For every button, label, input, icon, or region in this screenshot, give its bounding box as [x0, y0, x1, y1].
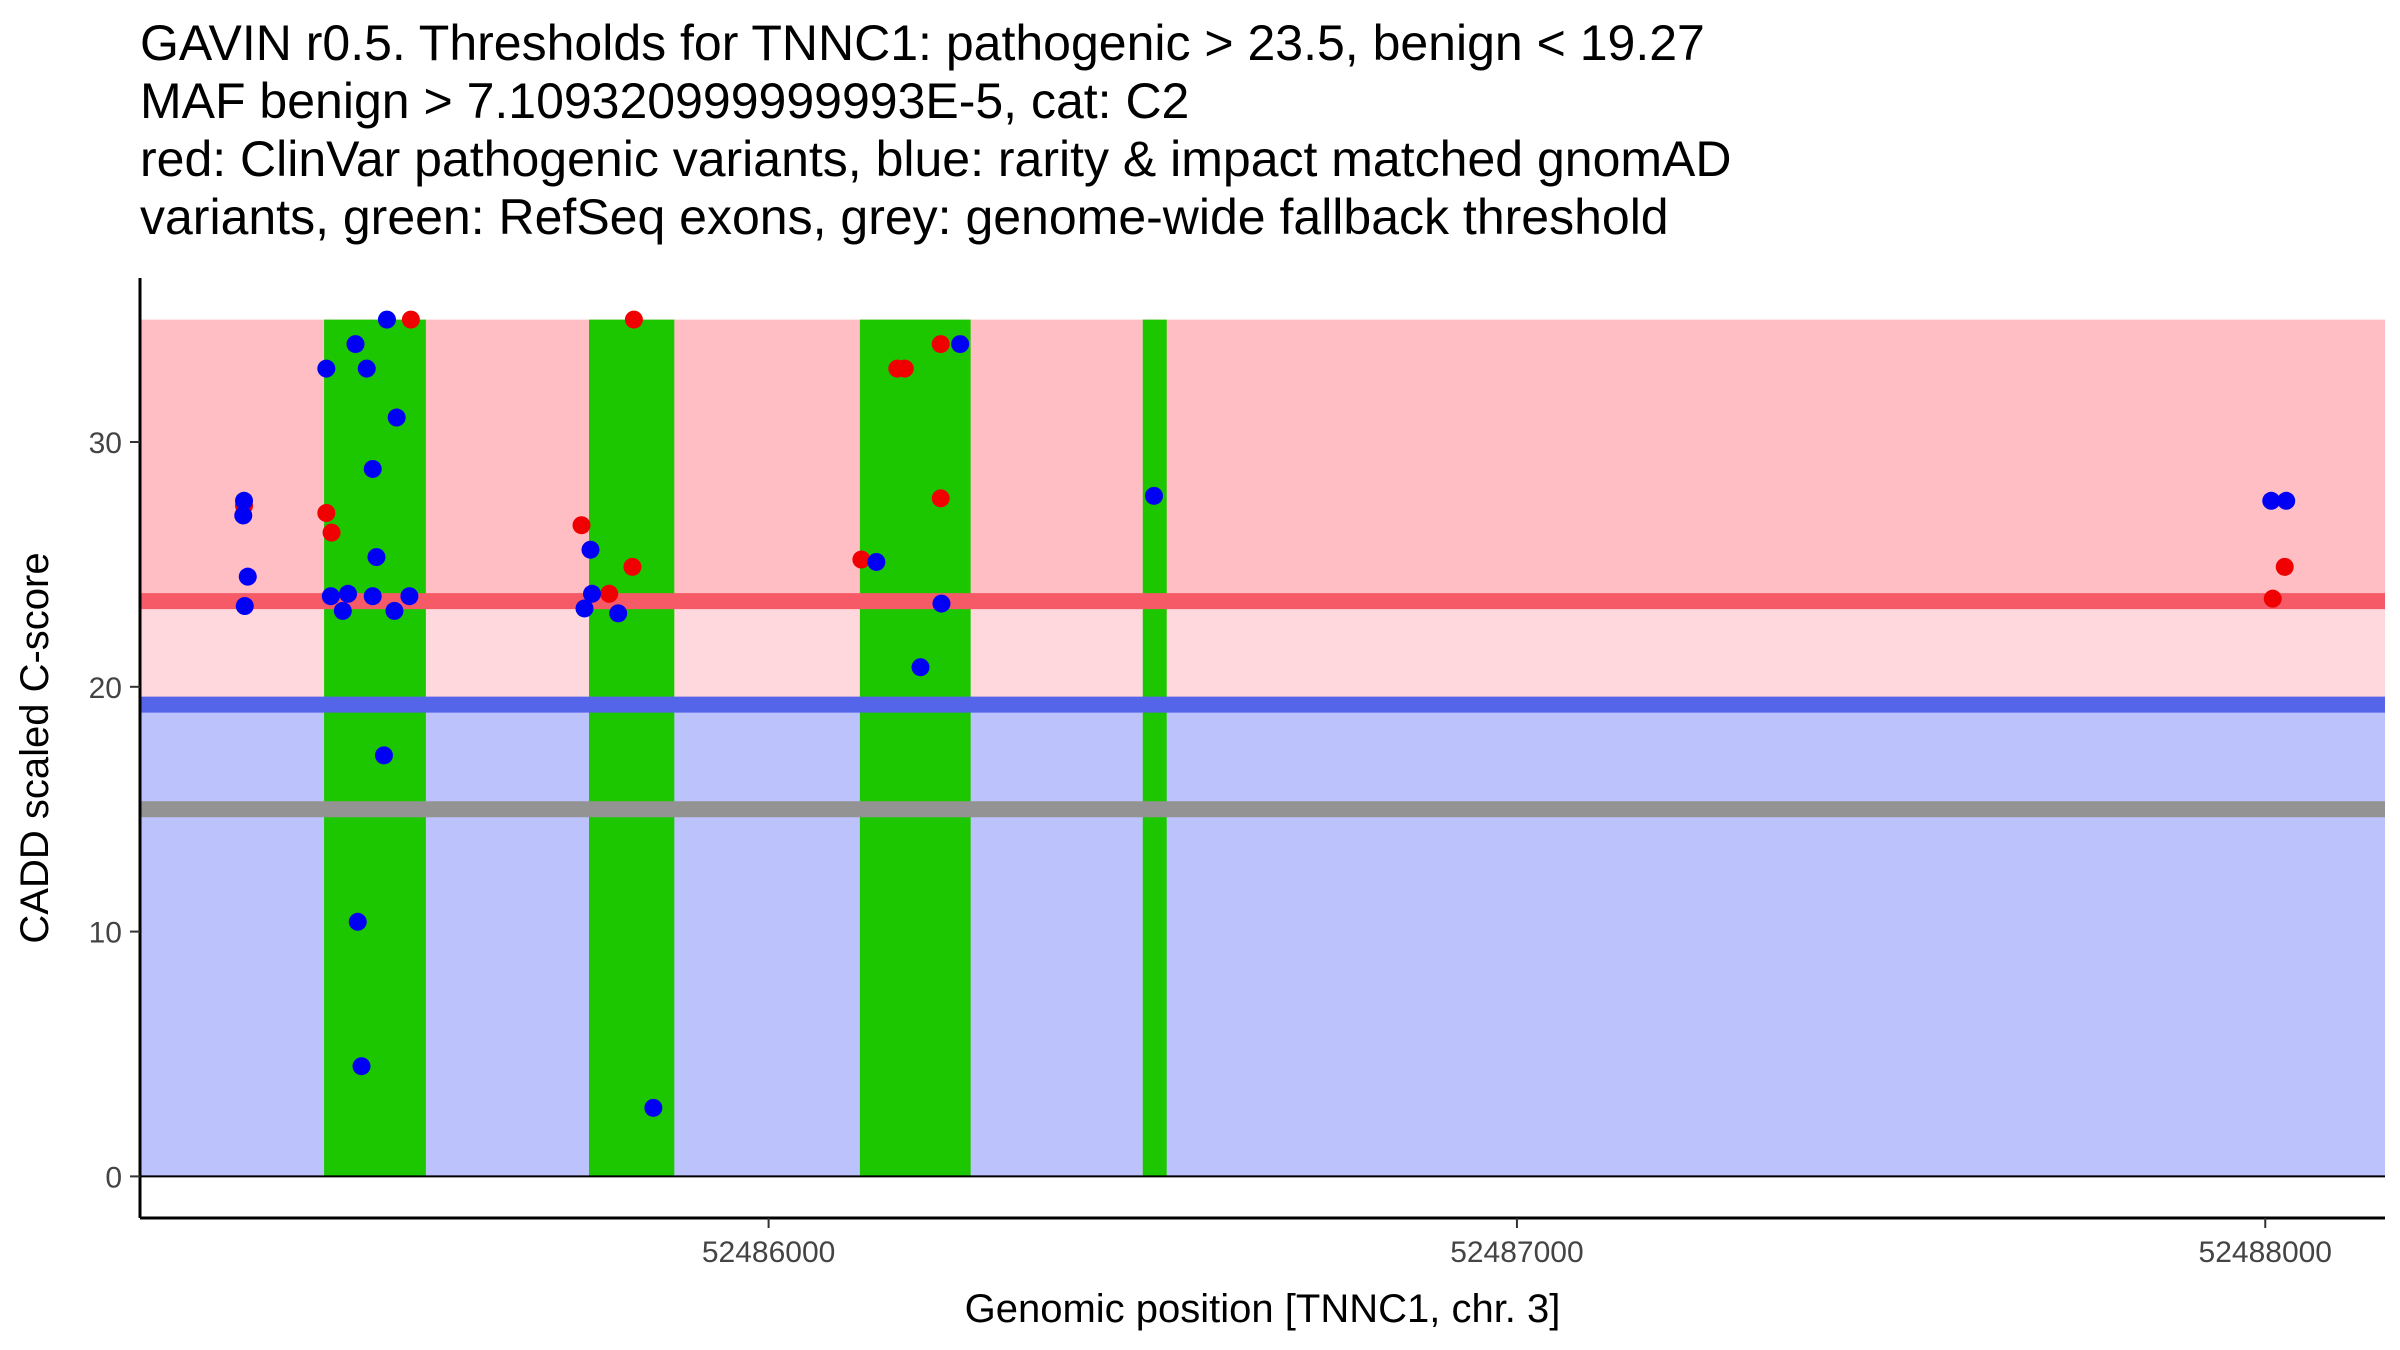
gnomad-point: [911, 658, 930, 677]
y-axis-title: CADD scaled C-score: [13, 552, 57, 943]
gnomad-point: [348, 912, 367, 931]
gnomad-point: [575, 599, 594, 618]
pathogenic-band: [140, 319, 2385, 602]
gnomad-point: [235, 491, 254, 510]
gnomad-point: [321, 587, 340, 606]
gnomad-point: [644, 1098, 663, 1117]
x-tick-label: 52488000: [2199, 1236, 2332, 1269]
threshold-bands: [140, 319, 2385, 1177]
variant-points: [234, 310, 2296, 1117]
clinvar-point: [931, 335, 950, 354]
uncertain-band: [140, 601, 2385, 705]
clinvar-point: [852, 550, 871, 569]
gnomad-point: [374, 746, 393, 765]
gnomad-point: [2277, 491, 2296, 510]
x-axis-title: Genomic position [TNNC1, chr. 3]: [965, 1287, 1561, 1331]
y-tick-label: 30: [89, 427, 122, 460]
clinvar-point: [322, 523, 341, 542]
clinvar-point: [624, 310, 643, 329]
exon-3: [859, 319, 971, 1177]
gnomad-point: [317, 359, 336, 378]
benign-band: [140, 704, 2385, 1177]
exon-4: [1142, 319, 1167, 1177]
gnomad-point: [339, 584, 358, 603]
gnomad-point: [1144, 486, 1163, 505]
y-tick-label: 20: [89, 672, 122, 705]
axes: 0 10 20 30 52486000 52487000 52488000: [89, 278, 2385, 1269]
gnomad-point: [2262, 491, 2281, 510]
title-line-1: GAVIN r0.5. Thresholds for TNNC1: pathog…: [140, 15, 1705, 71]
clinvar-point: [600, 584, 619, 603]
gnomad-point: [333, 601, 352, 620]
gnomad-point: [932, 594, 951, 613]
gnomad-point: [400, 587, 419, 606]
gnomad-point: [238, 567, 257, 586]
clinvar-point: [317, 504, 336, 522]
clinvar-point: [572, 516, 591, 535]
gnomad-point: [581, 540, 600, 559]
gnomad-point: [352, 1057, 371, 1076]
clinvar-point: [623, 557, 642, 576]
title-line-3: red: ClinVar pathogenic variants, blue: …: [140, 131, 1732, 187]
gnomad-point: [363, 459, 382, 478]
gnomad-point: [235, 597, 254, 616]
threshold-lines: [140, 593, 2385, 818]
chart-title: GAVIN r0.5. Thresholds for TNNC1: pathog…: [140, 14, 2380, 246]
y-tick-label: 10: [89, 917, 122, 950]
x-tick-label: 52486000: [702, 1236, 835, 1269]
clinvar-point: [931, 489, 950, 508]
gnomad-point: [377, 310, 396, 329]
title-line-4: variants, green: RefSeq exons, grey: gen…: [140, 189, 1669, 245]
gnomad-point: [609, 604, 628, 623]
gnomad-point: [234, 506, 253, 525]
clinvar-point: [2275, 557, 2294, 576]
gnomad-point: [951, 335, 970, 354]
gnomad-point: [346, 335, 365, 354]
exon-1: [324, 319, 426, 1177]
gnomad-point: [357, 359, 376, 378]
clinvar-point: [2263, 589, 2282, 608]
gnomad-point: [867, 552, 886, 571]
gnomad-point: [367, 548, 386, 567]
clinvar-point: [895, 359, 914, 378]
exon-2: [589, 319, 675, 1177]
gnomad-point: [363, 587, 382, 606]
y-tick-label: 0: [105, 1161, 122, 1194]
gnomad-point: [582, 584, 601, 603]
gnomad-point: [387, 408, 406, 427]
exon-regions: [324, 319, 1167, 1177]
gnomad-point: [385, 601, 404, 620]
title-line-2: MAF benign > 7.109320999999993E-5, cat: …: [140, 73, 1190, 129]
x-tick-label: 52487000: [1450, 1236, 1583, 1269]
clinvar-point: [401, 310, 420, 329]
